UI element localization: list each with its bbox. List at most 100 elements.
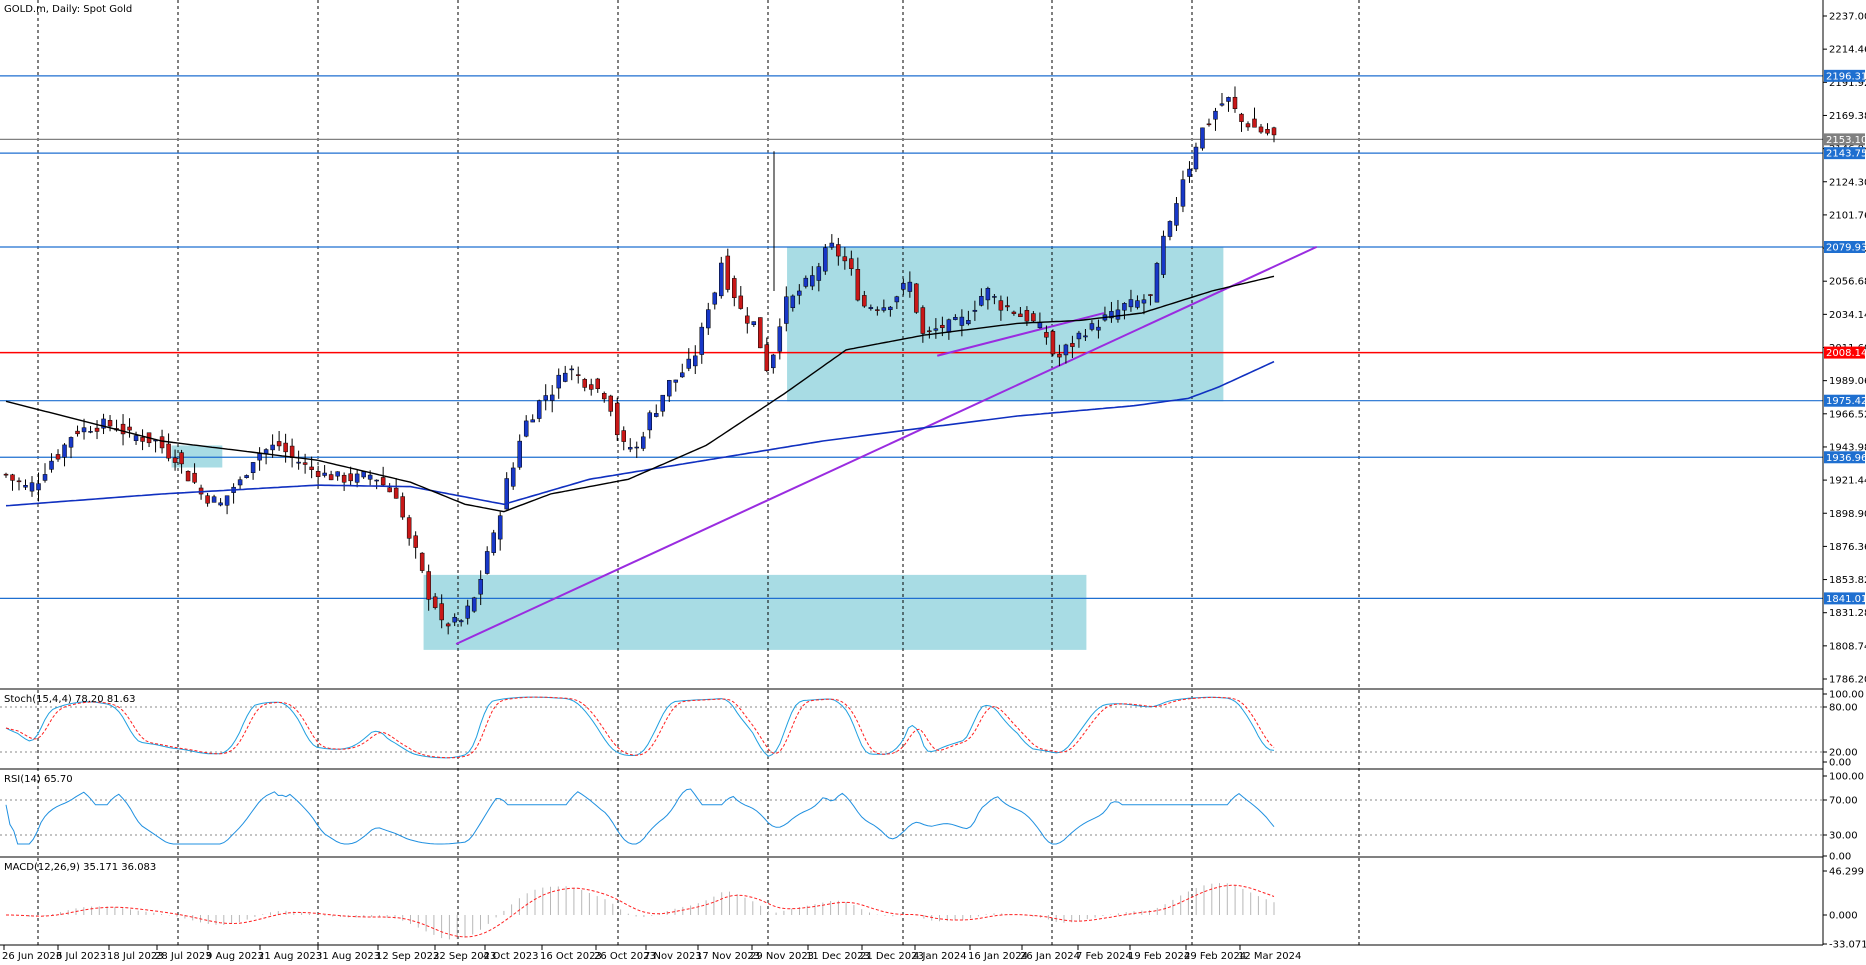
indicator-axes: 100.0080.0020.000.00100.0070.0030.000.00… — [1823, 690, 1866, 951]
candle-body — [627, 447, 633, 450]
candle-body — [283, 442, 288, 453]
candle-body — [75, 430, 80, 435]
candle-body — [1031, 313, 1036, 322]
price-tick-label: 1966.52 — [1829, 409, 1866, 420]
candle-body — [556, 374, 561, 389]
price-tick-label: 2191.92 — [1829, 78, 1866, 89]
time-tick-label: 18 Jul 2023 — [107, 951, 164, 962]
candle-body — [3, 473, 9, 476]
candle-body — [484, 551, 490, 574]
candle-body — [211, 496, 217, 503]
candle-body — [654, 413, 659, 417]
macd-pane[interactable]: MACD(12,26,9) 35.171 36.083 — [4, 862, 1275, 940]
candle-body — [875, 309, 880, 311]
candle-body — [569, 368, 574, 371]
price-label-box — [1824, 346, 1865, 359]
candle-body — [1154, 263, 1160, 303]
time-tick-label: 29 Nov 2023 — [750, 951, 814, 962]
price-tick-label: 1898.90 — [1829, 509, 1866, 520]
price-axis[interactable]: 2237.002214.462191.922169.382146.842124.… — [1823, 12, 1866, 686]
candle-body — [36, 483, 41, 491]
candle-body — [296, 461, 301, 464]
candle-body — [797, 290, 802, 296]
candle-body — [1187, 168, 1192, 177]
candle-body — [1005, 305, 1010, 308]
candlesticks — [3, 86, 1277, 635]
price-label-box — [1824, 69, 1865, 82]
stochastic-grid — [0, 706, 1823, 753]
price-label-box — [1824, 241, 1865, 254]
ind-tick-label: -33.071 — [1829, 940, 1866, 951]
candle-body — [406, 517, 412, 539]
candle-body — [1141, 299, 1147, 304]
candle-body — [367, 474, 373, 480]
candle-body — [940, 324, 945, 329]
candle-body — [445, 623, 451, 627]
candle-body — [699, 326, 705, 355]
candle-body — [647, 412, 653, 431]
candle-body — [849, 258, 854, 269]
time-tick-label: 22 Sep 2023 — [433, 951, 496, 962]
candle-body — [237, 479, 243, 486]
candle-body — [614, 402, 620, 436]
candle-body — [328, 474, 334, 481]
candle-body — [660, 394, 666, 412]
candle-body — [465, 605, 470, 619]
time-tick-label: 29 Feb 2024 — [1184, 951, 1246, 962]
candle-body — [179, 452, 184, 465]
candle-body — [881, 307, 887, 311]
candle-body — [510, 467, 516, 487]
stochastic-pane[interactable]: Stoch(15,4,4) 78.20 81.63 — [0, 694, 1823, 759]
candle-body — [1226, 97, 1231, 102]
candle-body — [1161, 235, 1166, 275]
candle-body — [933, 328, 939, 331]
candle-body — [634, 446, 639, 449]
candle-body — [133, 435, 139, 442]
macd-signal-line — [6, 884, 1275, 938]
candle-body — [1239, 113, 1244, 122]
candle-body — [868, 307, 874, 309]
candle-body — [1044, 332, 1049, 338]
price-label-1936.96: 1936.96 — [1826, 453, 1866, 464]
candle-body — [413, 535, 418, 548]
candle-body — [426, 571, 431, 600]
candle-body — [172, 457, 178, 463]
slow-moving-average — [5, 360, 1275, 507]
rsi-title: RSI(14) 65.70 — [4, 774, 73, 785]
candle-body — [595, 378, 600, 389]
time-tick-label: 7 Feb 2024 — [1076, 951, 1132, 962]
candle-body — [706, 309, 711, 329]
candle-body — [712, 292, 718, 305]
candle-body — [725, 255, 731, 290]
zone-1 — [423, 574, 1087, 650]
candle-body — [1174, 203, 1179, 226]
candle-body — [192, 472, 197, 483]
candle-body — [55, 454, 61, 460]
price-pane[interactable]: GOLD.m, Daily: Spot Gold — [0, 0, 1823, 945]
candle-body — [218, 502, 223, 506]
candle-body — [920, 307, 926, 334]
candle-body — [764, 344, 770, 371]
time-tick-label: 28 Jul 2023 — [155, 951, 212, 962]
price-tick-label: 2056.68 — [1829, 277, 1866, 288]
candle-body — [667, 380, 672, 397]
vertical-grid — [37, 0, 1360, 945]
candle-body — [907, 281, 913, 292]
price-label-2079.93: 2079.93 — [1826, 243, 1866, 254]
candle-body — [270, 444, 275, 451]
time-tick-label: 19 Feb 2024 — [1128, 951, 1190, 962]
candle-body — [758, 317, 763, 349]
time-tick-label: 16 Oct 2023 — [540, 951, 602, 962]
candle-body — [842, 256, 848, 262]
candle-body — [335, 471, 340, 477]
candle-body — [49, 460, 54, 470]
ind-tick-label: 30.00 — [1829, 831, 1858, 842]
rsi-grid — [0, 799, 1823, 836]
candle-body — [738, 295, 744, 309]
candle-body — [1070, 343, 1075, 347]
rsi-pane[interactable]: RSI(14) 65.70 — [0, 774, 1823, 845]
candle-body — [224, 495, 230, 506]
